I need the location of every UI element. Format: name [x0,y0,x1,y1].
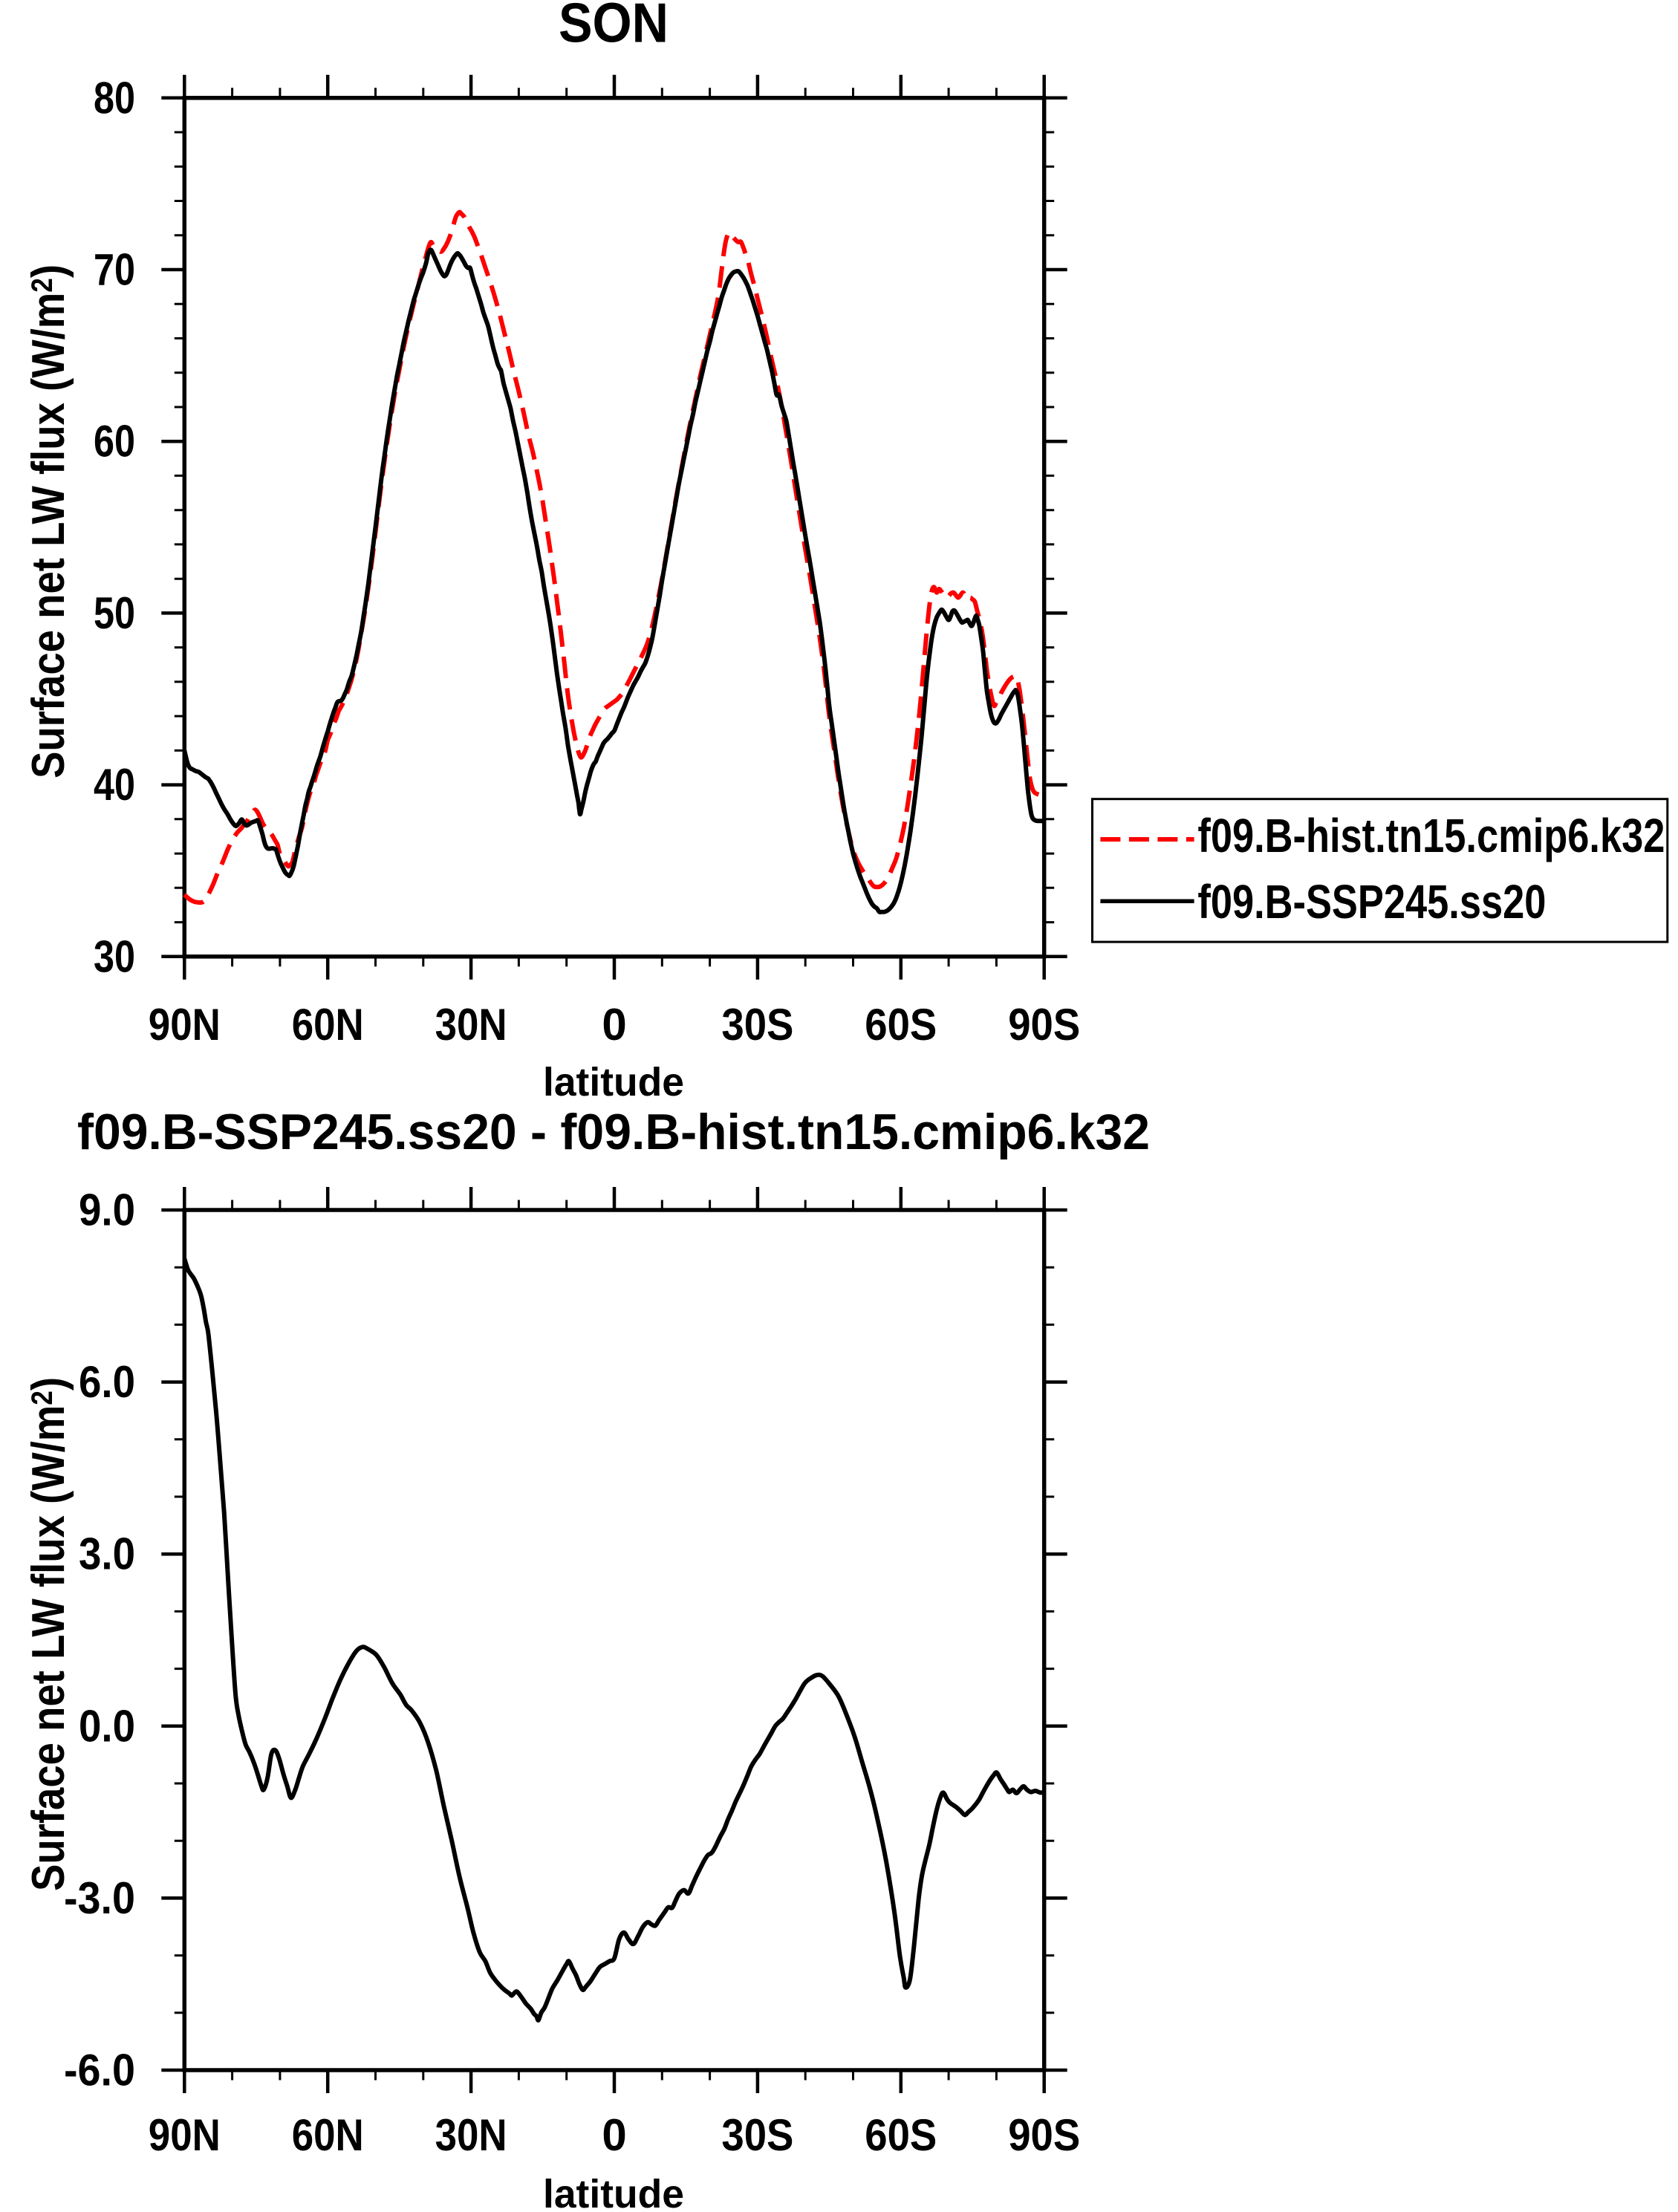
svg-text:latitude: latitude [543,2172,684,2212]
svg-text:0.0: 0.0 [79,1701,135,1751]
svg-text:60N: 60N [292,2110,364,2160]
svg-text:60: 60 [94,417,135,466]
svg-text:80: 80 [94,73,135,123]
svg-text:90S: 90S [1008,2110,1080,2160]
svg-text:Surface net LW flux (W/m2): Surface net LW flux (W/m2) [23,264,74,778]
svg-text:-3.0: -3.0 [64,1873,135,1923]
svg-text:90N: 90N [149,1000,221,1050]
svg-text:60S: 60S [865,1000,937,1050]
svg-text:40: 40 [94,760,135,810]
svg-text:0: 0 [602,1000,626,1050]
svg-text:f09.B-SSP245.ss20 - f09.B-hist: f09.B-SSP245.ss20 - f09.B-hist.tn15.cmip… [77,1104,1150,1160]
svg-text:-6.0: -6.0 [64,2046,135,2095]
svg-text:6.0: 6.0 [79,1357,135,1407]
svg-text:50: 50 [94,588,135,638]
svg-text:3.0: 3.0 [79,1529,135,1579]
svg-text:90S: 90S [1008,1000,1080,1050]
svg-text:30S: 30S [721,2110,793,2160]
svg-text:60S: 60S [865,2110,937,2160]
svg-text:30N: 30N [435,1000,507,1050]
svg-text:70: 70 [94,245,135,295]
svg-text:0: 0 [602,2110,626,2160]
svg-text:f09.B-SSP245.ss20: f09.B-SSP245.ss20 [1197,875,1546,928]
svg-text:60N: 60N [292,1000,364,1050]
svg-text:latitude: latitude [543,1060,684,1105]
svg-text:90N: 90N [149,2110,221,2160]
svg-text:Surface net LW flux (W/m2): Surface net LW flux (W/m2) [23,1377,74,1891]
svg-text:30S: 30S [721,1000,793,1050]
svg-text:f09.B-hist.tn15.cmip6.k32: f09.B-hist.tn15.cmip6.k32 [1197,809,1665,862]
svg-text:9.0: 9.0 [79,1185,135,1235]
svg-text:SON: SON [559,0,669,54]
svg-text:30: 30 [94,931,135,981]
svg-text:30N: 30N [435,2110,507,2160]
